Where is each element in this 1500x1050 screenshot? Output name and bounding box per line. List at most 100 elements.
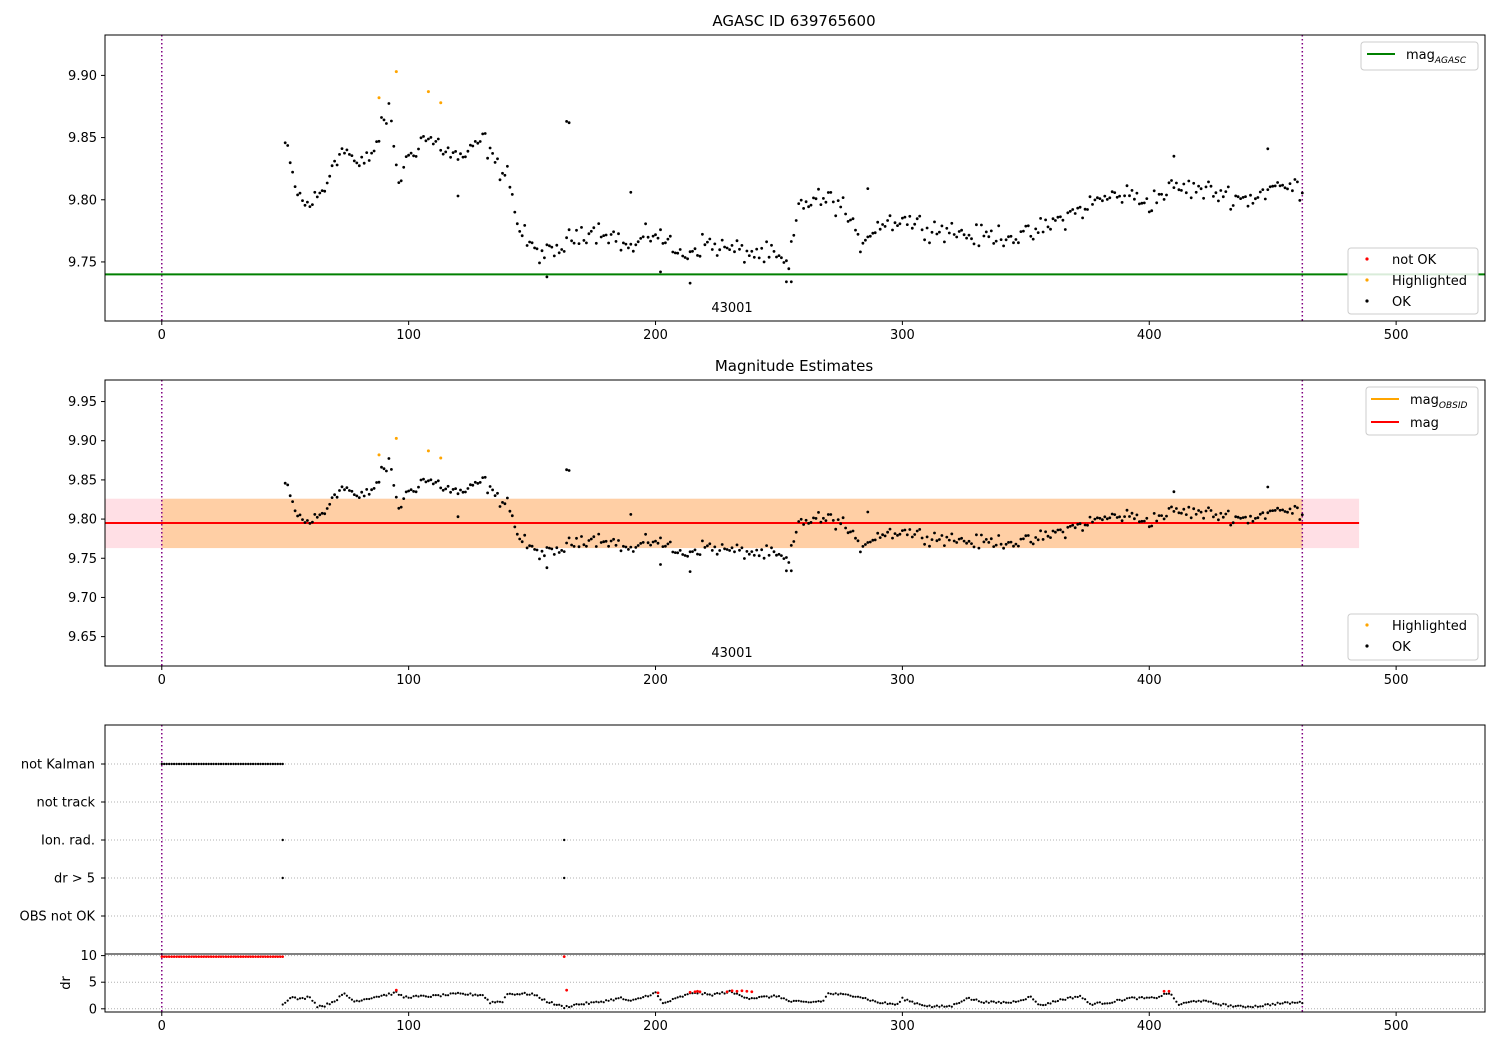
dr-point: [755, 997, 758, 1000]
flag-point: [222, 762, 225, 766]
ok-point: [493, 161, 497, 164]
ok-point: [831, 200, 835, 204]
ok-point: [409, 488, 413, 492]
flags-grid: [105, 725, 1485, 954]
ok-point: [950, 221, 954, 225]
dr-point: [1158, 995, 1161, 998]
ok-point: [456, 492, 460, 496]
flag-point: [563, 838, 566, 842]
ok-point: [1214, 513, 1218, 516]
dr-point: [1264, 1003, 1267, 1006]
highlighted-point: [394, 436, 398, 440]
dr-point: [775, 995, 778, 998]
dr-point: [864, 996, 867, 1000]
ok-point: [809, 203, 813, 207]
ok-point: [977, 244, 981, 248]
dr-point: [348, 996, 351, 999]
ok-point: [691, 550, 694, 553]
ok-point: [394, 495, 398, 499]
ok-point: [1226, 509, 1230, 513]
ok-point: [775, 553, 778, 557]
ok-point: [1276, 181, 1279, 184]
ok-point: [1076, 206, 1080, 210]
ok-point: [967, 233, 971, 237]
ok-point: [896, 224, 899, 228]
dr-point: [1175, 1000, 1178, 1003]
ok-point: [1182, 507, 1186, 511]
ok-point: [510, 193, 514, 196]
ok-point: [767, 553, 771, 557]
dr-point: [444, 994, 447, 997]
ok-point: [881, 223, 884, 226]
ok-point: [431, 482, 435, 486]
dr-point: [990, 1000, 993, 1003]
dr-point: [817, 1000, 820, 1003]
ok-point: [397, 506, 401, 510]
ok-point: [962, 539, 966, 543]
dr-point: [506, 993, 509, 996]
dr-point: [368, 997, 371, 1001]
ok-point: [476, 141, 480, 145]
legend-ok-label: OK: [1392, 640, 1411, 655]
ok-point: [385, 469, 388, 473]
ok-point: [454, 487, 457, 490]
flag-point: [249, 762, 252, 766]
ok-point: [464, 490, 467, 494]
dr-x-axis: 0 100 200 300 400 500: [158, 1012, 1409, 1034]
ok-point: [557, 551, 561, 554]
ok-point: [1150, 524, 1154, 528]
dr-point: [595, 1000, 598, 1003]
dr-point: [681, 995, 684, 998]
ok-point: [1088, 195, 1092, 199]
ok-point: [503, 173, 507, 177]
ok-point: [743, 260, 746, 264]
ok-point: [750, 550, 754, 553]
ok-point: [686, 554, 689, 558]
ok-point: [817, 187, 820, 191]
ok-point: [592, 226, 596, 230]
ok-point: [323, 189, 327, 193]
ok-point: [1221, 195, 1225, 199]
ok-point: [960, 228, 963, 232]
ok-point: [1078, 522, 1082, 526]
dr-point: [1244, 1006, 1247, 1009]
x-tick-label: 500: [1384, 328, 1409, 343]
dr-point: [819, 1000, 823, 1003]
ok-point: [676, 551, 680, 555]
ok-point: [291, 500, 294, 503]
dr-clipped-point: [239, 955, 243, 958]
ok-point: [627, 548, 630, 551]
dr-point: [434, 994, 437, 997]
dr-axis-label: dr: [59, 976, 74, 990]
dr-point: [654, 991, 657, 994]
dr-point: [1224, 1003, 1227, 1006]
highlighted-point: [377, 96, 381, 100]
ok-point: [1118, 515, 1121, 519]
ok-point: [308, 522, 312, 525]
dr-point: [777, 995, 781, 998]
ok-point: [478, 481, 482, 484]
flag-point: [274, 762, 277, 766]
ok-point: [360, 155, 364, 159]
dr-point: [1069, 996, 1072, 999]
x-tick-label: 200: [643, 673, 668, 688]
flag-point: [261, 762, 265, 766]
ok-point: [1217, 518, 1220, 522]
dr-not-ok-point: [725, 990, 729, 994]
ok-point: [723, 245, 726, 249]
dr-point: [605, 999, 608, 1002]
dr-clipped-point: [162, 955, 166, 958]
dr-point: [303, 997, 307, 1001]
dr-point: [790, 1000, 793, 1003]
flag-point: [172, 762, 176, 766]
ok-point: [1221, 515, 1225, 519]
ok-point: [728, 248, 731, 252]
dr-point: [313, 1001, 316, 1004]
dr-point: [1064, 998, 1067, 1001]
ok-point: [1125, 184, 1129, 188]
dr-point: [1091, 1003, 1094, 1007]
dr-point: [1259, 1005, 1262, 1008]
dr-point: [896, 1002, 899, 1006]
dr-point: [743, 996, 746, 999]
ok-point: [1017, 544, 1020, 548]
